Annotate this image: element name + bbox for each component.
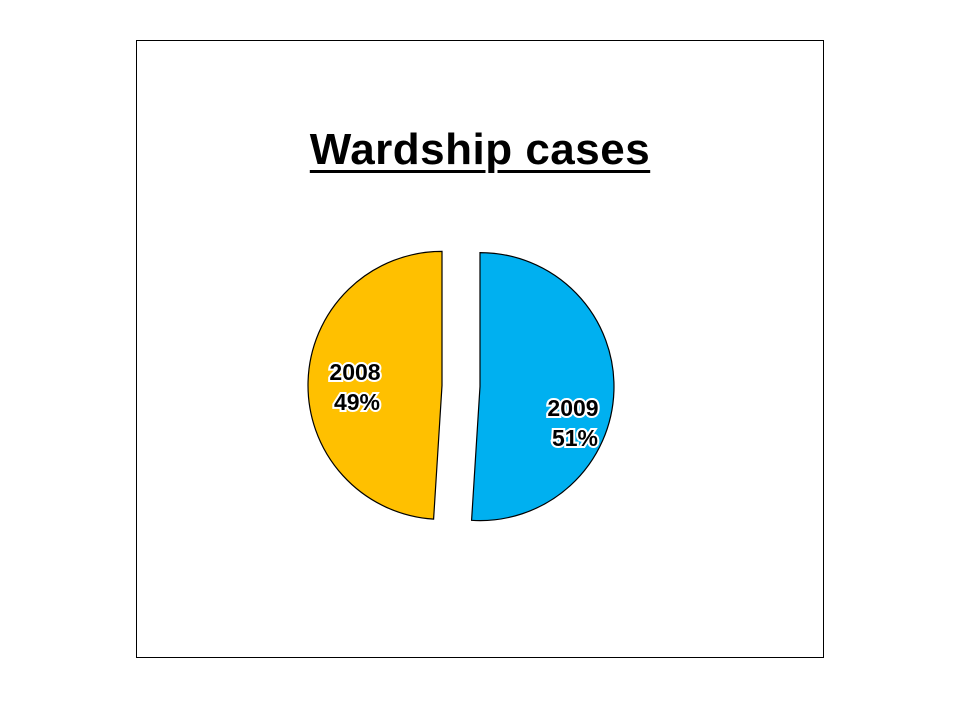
slice-label-2009: 2009 bbox=[547, 395, 598, 421]
slice-percent-2008: 49% bbox=[334, 389, 380, 415]
chart-title: Wardship cases bbox=[309, 125, 651, 174]
pie-slices bbox=[307, 250, 615, 522]
slice-percent-2009: 51% bbox=[552, 425, 598, 451]
pie-labels: 2008 49% 2009 51% bbox=[327, 357, 600, 453]
slice-label-2008: 2008 bbox=[329, 359, 380, 385]
pie-slice-2009 bbox=[470, 251, 615, 522]
pie-slice-2008 bbox=[307, 250, 443, 520]
